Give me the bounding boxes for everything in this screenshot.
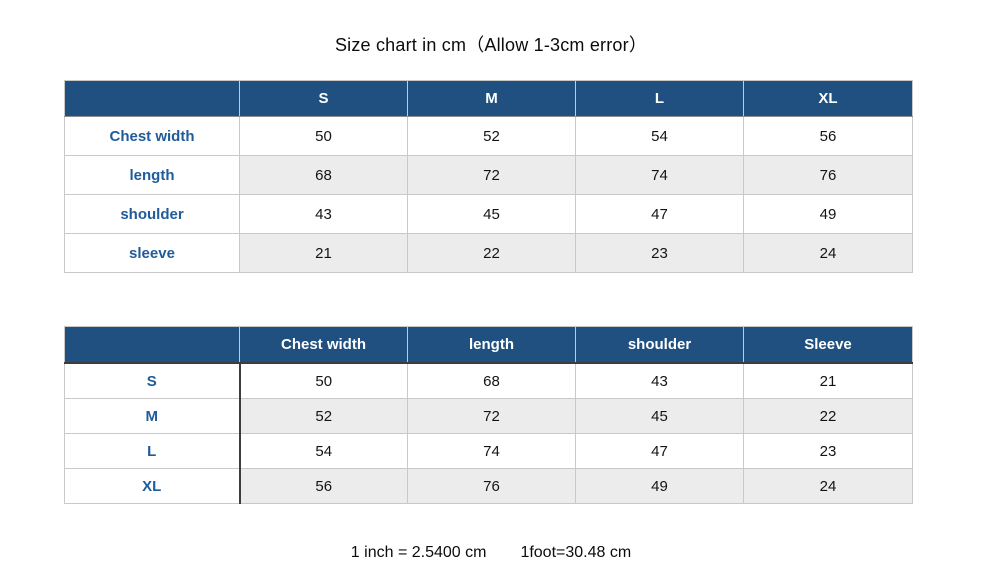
table-row-chest-width: Chest width 50 52 54 56 <box>64 116 913 156</box>
table-cell: 54 <box>239 433 408 469</box>
column-header-length: length <box>407 326 576 364</box>
row-header: sleeve <box>64 233 240 273</box>
table-header-row: Chest width length shoulder Sleeve <box>64 326 913 364</box>
table-cell: 47 <box>575 433 744 469</box>
table-cell: 22 <box>407 233 576 273</box>
table-row-shoulder: shoulder 43 45 47 49 <box>64 194 913 234</box>
column-header-shoulder: shoulder <box>575 326 744 364</box>
table-row-s: S 50 68 43 21 <box>64 362 913 399</box>
column-header-xl: XL <box>743 80 913 117</box>
table-row-l: L 54 74 47 23 <box>64 433 913 469</box>
table-row-xl: XL 56 76 49 24 <box>64 468 913 504</box>
column-header-l: L <box>575 80 744 117</box>
row-header: M <box>64 398 241 434</box>
table-cell: 24 <box>743 468 913 504</box>
foot-conversion-text: 1foot=30.48 cm <box>520 544 632 561</box>
table-cell: 72 <box>407 398 576 434</box>
row-header: XL <box>64 468 241 504</box>
table-cell: 24 <box>743 233 913 273</box>
table-cell: 68 <box>239 155 408 195</box>
row-header: length <box>64 155 240 195</box>
table-cell: 56 <box>239 468 408 504</box>
table-cell: 74 <box>407 433 576 469</box>
table-cell: 54 <box>575 116 744 156</box>
table-cell: 23 <box>575 233 744 273</box>
conversion-note: 1 inch = 2.5400 cm 1foot=30.48 cm <box>0 544 982 562</box>
table-cell: 50 <box>239 116 408 156</box>
table-cell: 49 <box>575 468 744 504</box>
table-cell: 21 <box>743 362 913 399</box>
table-cell: 52 <box>239 398 408 434</box>
table-cell: 50 <box>239 362 408 399</box>
table-cell: 47 <box>575 194 744 234</box>
row-header: shoulder <box>64 194 240 234</box>
table-cell: 74 <box>575 155 744 195</box>
size-chart-by-size: Chest width length shoulder Sleeve S 50 … <box>64 326 913 504</box>
row-header: Chest width <box>64 116 240 156</box>
row-header: L <box>64 433 241 469</box>
row-header: S <box>64 362 241 399</box>
table-cell: 68 <box>407 362 576 399</box>
table-cell: 43 <box>239 194 408 234</box>
table-cell: 72 <box>407 155 576 195</box>
table-row-length: length 68 72 74 76 <box>64 155 913 195</box>
table-cell: 45 <box>407 194 576 234</box>
table-cell: 76 <box>407 468 576 504</box>
table-cell: 56 <box>743 116 913 156</box>
table-cell: 45 <box>575 398 744 434</box>
column-header-m: M <box>407 80 576 117</box>
table-row-m: M 52 72 45 22 <box>64 398 913 434</box>
table-cell: 22 <box>743 398 913 434</box>
table-cell: 49 <box>743 194 913 234</box>
column-header-sleeve: Sleeve <box>743 326 913 364</box>
table-header-row: S M L XL <box>64 80 913 117</box>
inch-conversion-text: 1 inch = 2.5400 cm <box>350 544 487 561</box>
table-cell: 21 <box>239 233 408 273</box>
table-cell: 52 <box>407 116 576 156</box>
table-row-sleeve: sleeve 21 22 23 24 <box>64 233 913 273</box>
table-cell: 23 <box>743 433 913 469</box>
column-header-blank <box>64 326 240 364</box>
table-cell: 76 <box>743 155 913 195</box>
size-chart-by-measurement: S M L XL Chest width 50 52 54 56 length … <box>64 80 913 273</box>
table-cell: 43 <box>575 362 744 399</box>
column-header-chest-width: Chest width <box>239 326 408 364</box>
column-header-s: S <box>239 80 408 117</box>
column-header-blank <box>64 80 240 117</box>
page-title: Size chart in cm（Allow 1-3cm error） <box>334 35 648 55</box>
